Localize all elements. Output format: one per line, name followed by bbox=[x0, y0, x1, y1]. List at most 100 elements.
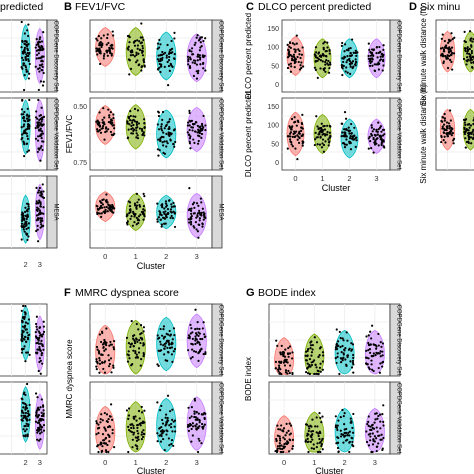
data-point bbox=[161, 418, 164, 422]
y-axis-title: FEV1/FVC bbox=[65, 115, 74, 153]
data-point bbox=[279, 439, 282, 442]
data-point bbox=[275, 450, 279, 454]
data-point bbox=[36, 415, 40, 418]
data-point bbox=[324, 70, 327, 73]
data-point bbox=[38, 124, 41, 127]
data-point bbox=[288, 54, 291, 58]
data-point bbox=[38, 38, 41, 41]
data-point bbox=[26, 215, 29, 218]
data-point bbox=[314, 363, 317, 367]
data-point bbox=[98, 111, 101, 114]
data-point bbox=[98, 352, 101, 355]
data-point bbox=[159, 53, 163, 56]
data-point bbox=[368, 64, 372, 67]
data-point bbox=[281, 353, 284, 356]
data-point bbox=[447, 47, 450, 50]
data-point bbox=[186, 425, 190, 428]
data-point bbox=[25, 340, 28, 344]
data-point bbox=[442, 54, 445, 57]
data-point bbox=[327, 144, 330, 147]
data-point bbox=[194, 308, 197, 311]
data-point bbox=[202, 211, 205, 214]
data-point bbox=[159, 440, 163, 443]
data-point bbox=[36, 438, 39, 441]
data-point bbox=[193, 410, 196, 413]
data-point bbox=[27, 226, 30, 230]
data-point bbox=[174, 430, 177, 433]
data-point bbox=[126, 34, 130, 38]
data-point bbox=[27, 127, 31, 130]
data-point bbox=[39, 205, 42, 208]
data-point bbox=[156, 218, 159, 221]
data-point bbox=[345, 61, 348, 64]
data-point bbox=[99, 52, 102, 55]
data-point bbox=[320, 444, 323, 448]
data-point bbox=[200, 347, 203, 350]
data-point bbox=[139, 424, 142, 427]
data-point bbox=[95, 358, 98, 361]
data-point bbox=[103, 123, 106, 126]
data-point bbox=[291, 57, 294, 60]
data-point bbox=[200, 122, 204, 126]
data-point bbox=[25, 117, 29, 120]
data-point bbox=[37, 189, 41, 192]
data-point bbox=[132, 345, 135, 348]
data-point bbox=[348, 450, 351, 454]
data-point bbox=[364, 356, 368, 359]
data-point bbox=[140, 357, 143, 361]
data-point bbox=[41, 140, 44, 143]
data-point bbox=[378, 45, 381, 49]
data-point bbox=[171, 418, 174, 421]
data-point bbox=[200, 132, 204, 136]
data-point bbox=[286, 372, 289, 375]
data-point bbox=[137, 215, 141, 218]
data-point bbox=[168, 444, 171, 447]
data-point bbox=[277, 364, 281, 367]
data-point bbox=[156, 334, 159, 337]
data-point bbox=[382, 404, 385, 407]
data-point bbox=[24, 430, 27, 433]
data-point bbox=[161, 422, 165, 425]
data-point bbox=[288, 433, 291, 436]
data-point bbox=[201, 337, 204, 341]
data-point bbox=[40, 398, 43, 401]
data-point bbox=[291, 135, 294, 138]
data-point bbox=[199, 46, 202, 49]
data-point bbox=[128, 201, 132, 204]
data-point bbox=[41, 148, 44, 152]
data-point bbox=[319, 135, 322, 138]
data-point bbox=[165, 132, 168, 136]
data-point bbox=[287, 135, 290, 138]
data-point bbox=[315, 445, 318, 449]
data-point bbox=[198, 223, 201, 227]
data-point bbox=[136, 201, 139, 204]
facet bbox=[0, 381, 48, 455]
facet: COPDGene Discovery Set bbox=[0, 19, 59, 93]
data-point bbox=[131, 446, 134, 449]
data-point bbox=[290, 128, 293, 131]
data-point bbox=[279, 353, 282, 356]
data-point bbox=[40, 217, 44, 220]
data-point bbox=[325, 58, 328, 62]
data-point bbox=[288, 372, 291, 375]
data-point bbox=[340, 135, 343, 138]
data-point bbox=[349, 51, 352, 55]
data-point bbox=[468, 47, 471, 51]
data-point bbox=[140, 405, 143, 409]
data-point bbox=[367, 147, 370, 150]
data-point bbox=[173, 205, 176, 208]
data-point bbox=[158, 149, 161, 152]
data-point bbox=[130, 430, 134, 434]
data-point bbox=[161, 437, 165, 441]
data-point bbox=[281, 429, 284, 432]
data-point bbox=[310, 351, 314, 354]
facet: COPDGene Validation Set bbox=[268, 381, 402, 455]
data-point bbox=[109, 343, 112, 346]
data-point bbox=[130, 121, 134, 124]
data-point bbox=[368, 428, 372, 431]
data-point bbox=[187, 349, 190, 352]
data-point bbox=[142, 351, 145, 355]
data-point bbox=[345, 66, 348, 69]
data-point bbox=[312, 443, 315, 446]
data-point bbox=[28, 418, 31, 421]
